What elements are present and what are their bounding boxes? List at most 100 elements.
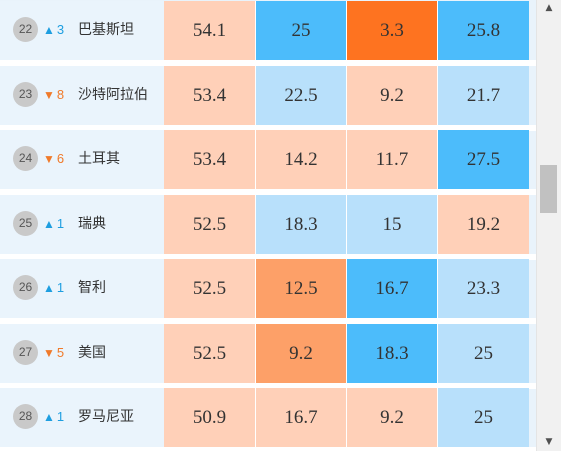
column-divider [255, 1, 256, 60]
value-cell: 9.2 [256, 324, 346, 383]
scroll-down-button[interactable]: ▼ [537, 434, 561, 451]
table-row: 24 ▼ 6 土耳其 53.4 14.2 11.7 27.5 [0, 130, 536, 189]
country-name: 瑞典 [78, 216, 106, 232]
rank-cell: 23 ▼ 8 沙特阿拉伯 [0, 66, 164, 125]
rank-change-value: 1 [56, 280, 65, 295]
rank-change: ▲ 1 [43, 279, 64, 297]
value-cell: 52.5 [164, 195, 255, 254]
column-divider [437, 195, 438, 254]
rank-badge: 25 [13, 211, 38, 236]
column-divider [346, 259, 347, 318]
rank-change: ▼ 8 [43, 86, 64, 104]
column-divider [255, 324, 256, 383]
chevron-up-icon: ▲ [545, 3, 553, 13]
rank-cell: 26 ▲ 1 智利 [0, 259, 164, 318]
triangle-down-icon: ▼ [43, 152, 55, 166]
column-divider [255, 388, 256, 447]
value-cell: 52.5 [164, 259, 255, 318]
value-cell: 25 [256, 1, 346, 60]
rank-cell: 25 ▲ 1 瑞典 [0, 195, 164, 254]
value-cell: 53.4 [164, 66, 255, 125]
table-row: 27 ▼ 5 美国 52.5 9.2 18.3 25 [0, 324, 536, 383]
triangle-down-icon: ▼ [43, 346, 55, 360]
table-row: 25 ▲ 1 瑞典 52.5 18.3 15 19.2 [0, 195, 536, 254]
value-cell: 16.7 [256, 388, 346, 447]
triangle-up-icon: ▲ [43, 410, 55, 424]
column-divider [437, 66, 438, 125]
value-cell: 19.2 [438, 195, 529, 254]
row-divider [0, 60, 536, 66]
rank-badge: 22 [13, 17, 38, 42]
value-cell: 27.5 [438, 130, 529, 189]
rank-badge: 27 [13, 340, 38, 365]
rank-change-value: 1 [56, 216, 65, 231]
table-row: 26 ▲ 1 智利 52.5 12.5 16.7 23.3 [0, 259, 536, 318]
value-cell: 21.7 [438, 66, 529, 125]
country-name: 沙特阿拉伯 [78, 87, 148, 103]
column-divider [346, 130, 347, 189]
column-divider [437, 130, 438, 189]
scroll-thumb[interactable] [540, 165, 557, 213]
value-cell: 9.2 [347, 388, 437, 447]
chevron-down-icon: ▼ [545, 437, 553, 447]
rank-badge: 23 [13, 82, 38, 107]
rank-change: ▼ 6 [43, 150, 64, 168]
country-name: 智利 [78, 280, 106, 296]
rank-change-value: 5 [56, 345, 65, 360]
triangle-up-icon: ▲ [43, 23, 55, 37]
row-divider [0, 318, 536, 324]
row-divider [0, 189, 536, 195]
column-divider [437, 388, 438, 447]
rank-badge: 28 [13, 404, 38, 429]
table-row: 28 ▲ 1 罗马尼亚 50.9 16.7 9.2 25 [0, 388, 536, 447]
row-divider [0, 125, 536, 131]
value-cell: 18.3 [256, 195, 346, 254]
column-divider [437, 259, 438, 318]
column-divider [346, 324, 347, 383]
value-cell: 50.9 [164, 388, 255, 447]
column-divider [437, 1, 438, 60]
value-cell: 54.1 [164, 1, 255, 60]
row-divider [0, 447, 536, 451]
value-cell: 15 [347, 195, 437, 254]
table-row: 22 ▲ 3 巴基斯坦 54.1 25 3.3 25.8 [0, 1, 536, 60]
rank-change-value: 6 [56, 151, 65, 166]
vertical-scrollbar[interactable]: ▲ ▼ [536, 0, 561, 451]
triangle-up-icon: ▲ [43, 217, 55, 231]
rank-badge: 26 [13, 275, 38, 300]
scroll-up-button[interactable]: ▲ [537, 0, 561, 17]
triangle-up-icon: ▲ [43, 281, 55, 295]
column-divider [346, 388, 347, 447]
value-cell: 22.5 [256, 66, 346, 125]
row-divider [0, 383, 536, 389]
rank-cell: 24 ▼ 6 土耳其 [0, 130, 164, 189]
rank-cell: 28 ▲ 1 罗马尼亚 [0, 388, 164, 447]
value-cell: 16.7 [347, 259, 437, 318]
country-name: 土耳其 [78, 151, 120, 167]
value-cell: 3.3 [347, 1, 437, 60]
rank-change-value: 1 [56, 409, 65, 424]
value-cell: 9.2 [347, 66, 437, 125]
value-cell: 18.3 [347, 324, 437, 383]
country-name: 巴基斯坦 [78, 22, 134, 38]
rank-change: ▲ 3 [43, 21, 64, 39]
rank-change-value: 8 [56, 87, 65, 102]
value-cell: 11.7 [347, 130, 437, 189]
table-row: 23 ▼ 8 沙特阿拉伯 53.4 22.5 9.2 21.7 [0, 66, 536, 125]
column-divider [255, 259, 256, 318]
rank-change: ▼ 5 [43, 344, 64, 362]
value-cell: 14.2 [256, 130, 346, 189]
value-cell: 25.8 [438, 1, 529, 60]
column-divider [346, 66, 347, 125]
rank-change-value: 3 [56, 22, 65, 37]
column-divider [255, 130, 256, 189]
column-divider [255, 66, 256, 125]
rank-badge: 24 [13, 146, 38, 171]
value-cell: 12.5 [256, 259, 346, 318]
value-cell: 25 [438, 324, 529, 383]
column-divider [437, 324, 438, 383]
column-divider [346, 1, 347, 60]
row-divider [0, 254, 536, 260]
country-name: 罗马尼亚 [78, 409, 134, 425]
rank-change: ▲ 1 [43, 408, 64, 426]
